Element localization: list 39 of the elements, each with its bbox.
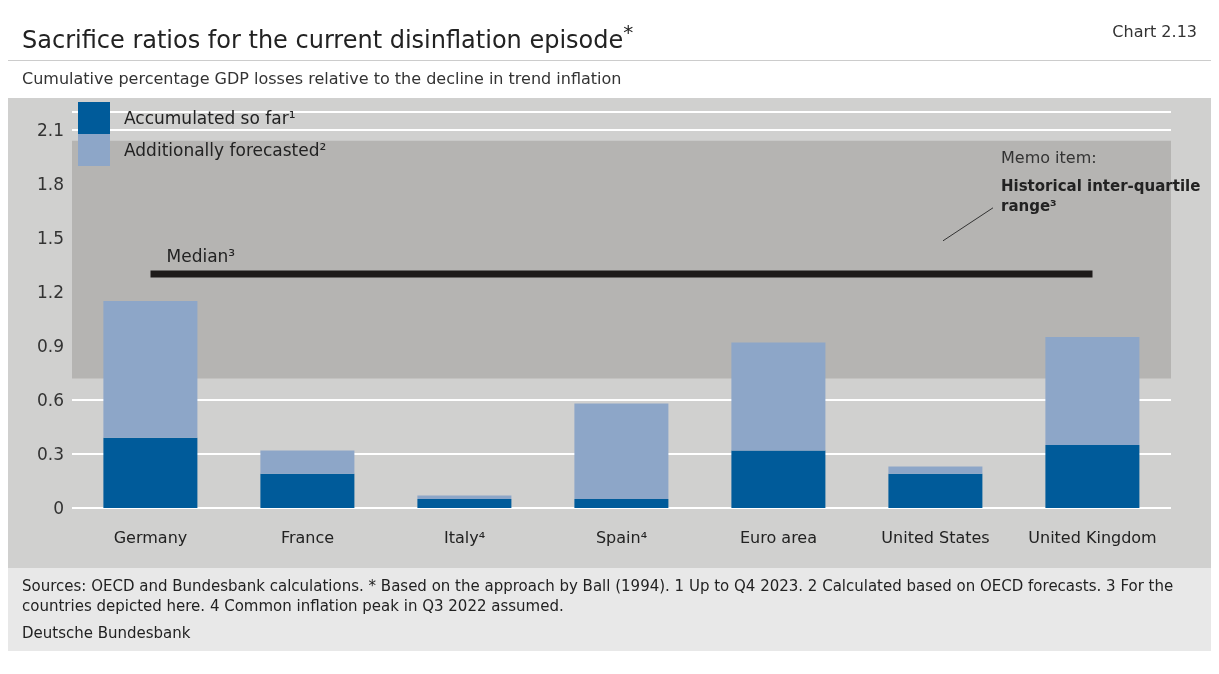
bar: [574, 499, 669, 508]
y-tick-label: 0.6: [36, 390, 64, 411]
ref-line-label: Median³: [166, 246, 236, 266]
bar: [260, 450, 355, 474]
source-note: Sources: OECD and Bundesbank calculations. * Based on the approach by Ball (1994). 1 Up to Q4 2023. 2 Calculated based on OECD forecasts. 3 For the countries depicted here. 4 Common inflation peak in Q3 2022 assumed.: [22, 576, 1175, 617]
bar: [260, 473, 355, 508]
bar: [103, 301, 198, 438]
bar: [417, 499, 512, 508]
y-tick-label: 0: [53, 498, 64, 519]
caption: Chart 2.13: [1112, 22, 1197, 41]
bar: [103, 437, 198, 508]
x-tick-label: United Kingdom: [1028, 528, 1157, 548]
band-label: Historical inter-quartile range³: [1001, 176, 1201, 215]
bar: [731, 450, 826, 508]
x-tick-label: United States: [881, 528, 990, 548]
y-tick-label: 1.5: [36, 228, 64, 249]
y-tick-label: 1.2: [36, 282, 64, 303]
bar: [888, 466, 983, 474]
bar: [1045, 445, 1140, 508]
chart-subtitle: Cumulative percentage GDP losses relative to the decline in trend inflation: [8, 61, 1211, 98]
x-tick-label: Spain⁴: [595, 528, 648, 548]
bar: [417, 495, 512, 499]
bar: [888, 473, 983, 508]
y-tick-label: 0.9: [36, 336, 64, 357]
x-tick-label: France: [280, 528, 335, 548]
annotation: Memo item:: [1001, 147, 1097, 167]
legend-label: Additionally forecasted²: [124, 140, 327, 160]
y-tick-label: 0.3: [36, 444, 64, 465]
bar: [1045, 337, 1140, 445]
x-tick-label: Germany: [113, 528, 188, 548]
x-tick-label: Euro area: [739, 528, 818, 548]
bar: [574, 403, 669, 499]
chart-title: Sacrifice ratios for the current disinflation episode$^{*}$: [22, 20, 634, 54]
text: Deutsche Bundesbank: [22, 622, 192, 643]
y-tick-label: 1.8: [36, 174, 64, 195]
x-tick-label: Italy⁴: [443, 528, 486, 548]
y-tick-label: 2.1: [36, 120, 64, 141]
legend-label: Accumulated so far¹: [124, 108, 296, 128]
bar: [731, 342, 826, 451]
